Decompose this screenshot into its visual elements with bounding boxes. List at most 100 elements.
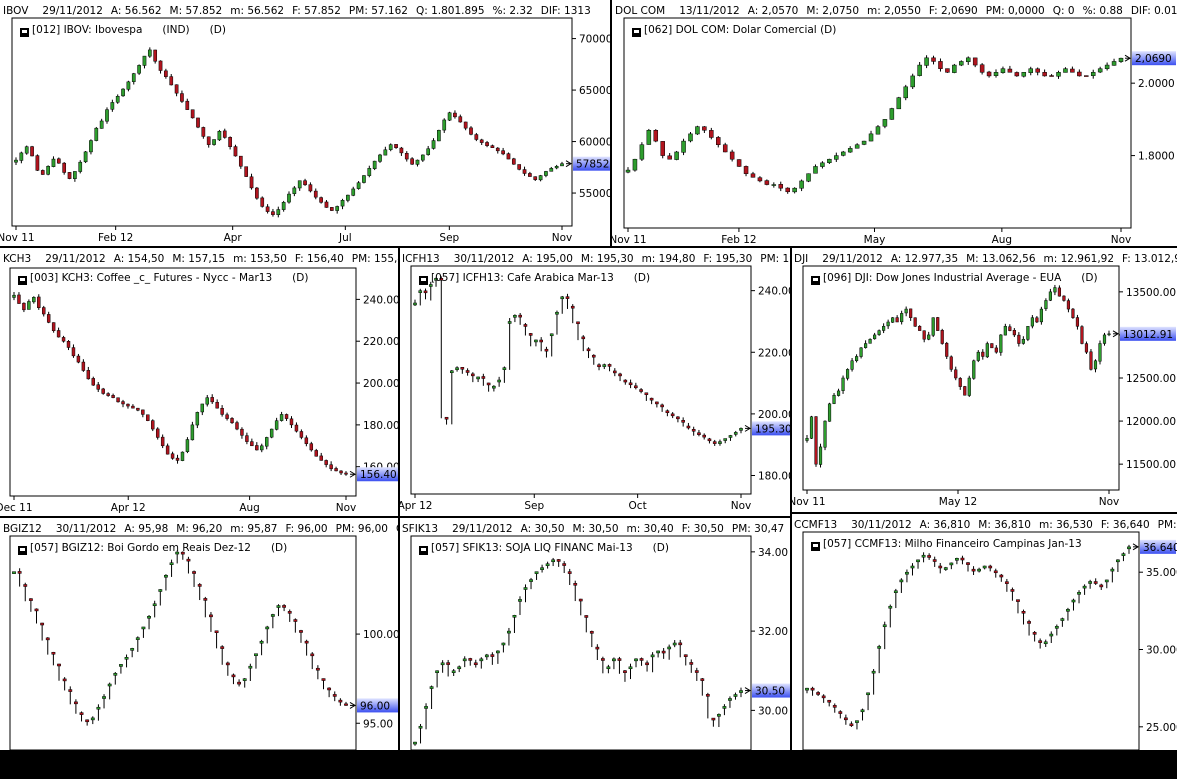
candle-body (468, 658, 473, 661)
candle-body (924, 57, 929, 66)
candle-body (304, 640, 309, 644)
candle-body (1038, 640, 1043, 643)
last-price-tag (1140, 539, 1176, 554)
candle-body (866, 692, 870, 696)
candle-body (440, 662, 445, 666)
header-symbol: SFIK13 (402, 523, 439, 535)
chart-panel-dol-com[interactable]: DOL COM 13/11/2012 A: 2,0570 M: 2,0750 m: 2,… (612, 0, 1177, 246)
candle-body (119, 664, 123, 667)
y-tick-label: 12500.00 (1126, 373, 1176, 385)
candle-body (999, 334, 1003, 353)
candle-body (958, 378, 962, 387)
candle-body (110, 102, 115, 110)
last-price-tag (357, 698, 398, 713)
chart-panel-sfik13[interactable]: SFIK13 29/11/2012 A: 30,50 M: 30,50 m: 30,40… (399, 518, 791, 750)
plot-frame (410, 265, 752, 495)
candle-body (1039, 308, 1043, 323)
chart-legend: [057] SFIK13: SOJA LIQ FINANC Mai-13 (D) (431, 542, 669, 554)
candle-body (136, 407, 140, 411)
candle-body (932, 559, 937, 562)
candle-body (126, 81, 131, 90)
candle-body (174, 84, 179, 94)
candle-body (155, 428, 160, 438)
candle-body (591, 354, 596, 358)
candle-body (1082, 585, 1087, 589)
header-field: m: 36,530 (1038, 519, 1093, 531)
candle-body (96, 706, 101, 710)
candle-body (94, 127, 99, 141)
x-tick-label: Nov (552, 232, 573, 244)
candle-body (963, 386, 967, 396)
candle-body (158, 589, 163, 592)
candle-body (518, 314, 522, 318)
chart-svg[interactable]: 95.00 100.00 96.00 (0, 518, 399, 750)
candle-body (617, 658, 622, 661)
chart-panel-ibov[interactable]: IBOV 29/11/2012 A: 56.562 M: 57.852 m: 56.56… (0, 0, 612, 246)
header-date: 30/11/2012 (851, 519, 912, 531)
chart-svg[interactable]: 25.000 30.000 35.000 36.640 (791, 514, 1177, 750)
arrow-right-icon (1132, 543, 1139, 551)
candle-body (490, 654, 495, 657)
candle-body (96, 384, 100, 390)
chart-panel-bgiz12[interactable]: BGIZ12 30/11/2012 A: 95,98 M: 96,20 m: 95,87… (0, 518, 399, 750)
candle-body (210, 397, 214, 403)
candle-body (1127, 546, 1131, 550)
candle-body (106, 393, 110, 396)
candle-body (410, 158, 414, 165)
y-tick-label: 13500.00 (1126, 287, 1176, 299)
legend-period: (D) (633, 272, 651, 284)
chart-panel-dji[interactable]: DJI 29/11/2012 A: 12.977,35 M: 13.062,56 m: … (791, 248, 1177, 516)
chart-panel-kch3[interactable]: KCH3 29/11/2012 A: 154,50 M: 157,15 m: 153,5… (0, 248, 399, 516)
arrow-right-icon (744, 424, 751, 432)
candle-body (111, 395, 115, 398)
candle-body (1053, 287, 1057, 293)
candle-body (1049, 633, 1054, 637)
legend-period: (D) (270, 542, 288, 554)
candle-body (882, 119, 888, 127)
candle-body (910, 565, 915, 569)
chart-svg[interactable]: 55000 60000 65000 70000 Nov 11 Feb 12 Apr Jul Se… (0, 0, 612, 246)
candle-body (864, 343, 868, 348)
chart-panel-icfh13[interactable]: ICFH13 30/11/2012 A: 195,00 M: 195,30 m: 194… (399, 248, 791, 516)
candle-body (34, 608, 39, 612)
header-field: Q: 1.801.895 (415, 5, 485, 17)
chart-svg[interactable]: 180.00 200.00 220.00 240.00 Apr 12 Sep Oct Nov 1… (399, 248, 791, 516)
header-field: M: 30,50 (572, 523, 619, 535)
header-symbol: IBOV (3, 5, 29, 17)
candle-body (142, 55, 147, 66)
candle-body (339, 470, 343, 474)
plot-frame (11, 17, 573, 227)
last-price-tag (573, 156, 611, 171)
y-tick-label: 1.8000 (1138, 151, 1175, 163)
candle-body (639, 658, 644, 661)
candle-body (1084, 75, 1089, 77)
candle-body (490, 145, 495, 148)
candle-body (691, 428, 696, 432)
candle-body (778, 184, 784, 189)
candle-body (215, 401, 219, 409)
candle-body (573, 583, 578, 586)
chart-svg[interactable]: 11500.0012000.0012500.0013000.0013500.00… (791, 248, 1177, 516)
candle-body (435, 670, 439, 673)
candle-body (733, 432, 738, 435)
candle-body (1075, 317, 1080, 327)
candle-body (1093, 360, 1098, 370)
candle-body (645, 662, 649, 666)
candle-body (674, 151, 679, 160)
legend-period: (D) (652, 542, 669, 554)
candle-body (810, 687, 815, 691)
chart-svg[interactable]: 1.8000 2.0000 Nov 11 Feb 12 May Aug Nov 2,0690 (612, 0, 1177, 246)
chart-svg[interactable]: 30.00 32.00 34.00 30.50 (399, 518, 791, 750)
candle-body (220, 408, 224, 415)
candle-body (650, 654, 655, 658)
candle-body (949, 562, 954, 566)
y-tick-label: 200.00 (363, 378, 399, 390)
chart-panel-ccmf13[interactable]: CCMF13 30/11/2012 A: 36,810 M: 36,810 m: 36,… (791, 514, 1177, 750)
header-field: A: 30,50 (520, 523, 565, 535)
candle-body (151, 420, 155, 430)
candle-body (116, 397, 120, 403)
candle-body (175, 457, 180, 461)
candle-body (529, 579, 533, 582)
candle-body (169, 76, 174, 86)
